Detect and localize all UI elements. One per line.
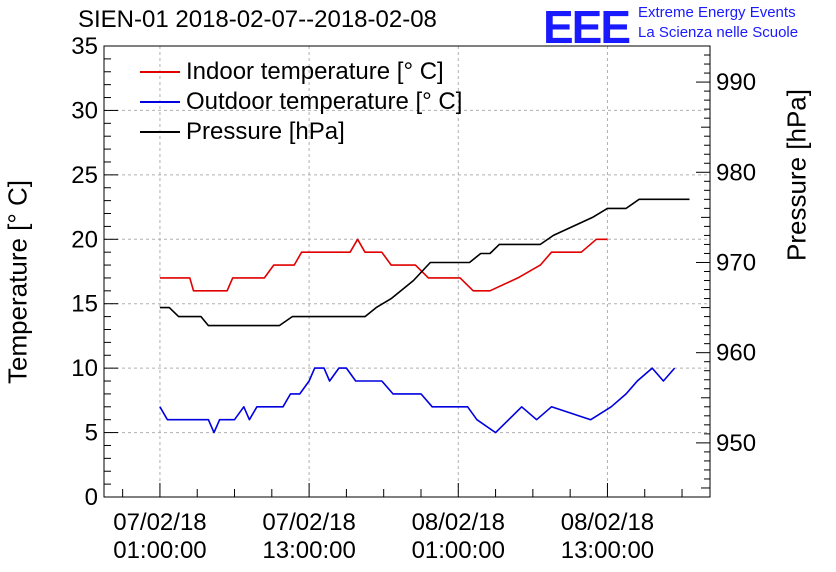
legend-entry-indoor: Indoor temperature [° C] — [140, 58, 444, 86]
x-tick-label-time: 01:00:00 — [113, 537, 206, 564]
y-tick-label: 10 — [71, 355, 98, 382]
y-axis-title-right: Pressure [hPa] — [781, 89, 812, 261]
legend-entry-pressure: Pressure [hPa] — [140, 118, 345, 146]
x-tick-label-time: 13:00:00 — [561, 537, 654, 564]
y2-tick-label: 970 — [716, 249, 756, 276]
y-tick-label: 5 — [85, 420, 98, 447]
x-tick-label-date: 08/02/18 — [412, 509, 505, 536]
y-tick-label: 15 — [71, 291, 98, 318]
legend-entry-outdoor: Outdoor temperature [° C] — [140, 88, 462, 116]
legend-label-indoor: Indoor temperature [° C] — [186, 58, 444, 85]
chart-title: SIEN-01 2018-02-07--2018-02-08 — [78, 6, 437, 33]
legend-swatch-indoor — [140, 71, 180, 73]
series-line-1 — [159, 367, 676, 434]
series-line-2 — [159, 198, 690, 327]
series-line-0 — [159, 238, 608, 292]
x-tick-label-date: 07/02/18 — [262, 509, 355, 536]
y2-tick-label: 960 — [716, 340, 756, 367]
y-axis-title-left: Temperature [° C] — [2, 179, 33, 385]
y-tick-label: 25 — [71, 162, 98, 189]
legend-label-outdoor: Outdoor temperature [° C] — [186, 88, 463, 115]
y2-tick-label: 980 — [716, 159, 756, 186]
x-tick-label-date: 08/02/18 — [561, 509, 654, 536]
y-tick-label: 0 — [85, 484, 98, 511]
logo-caption-line1: Extreme Energy Events — [638, 4, 796, 21]
legend-swatch-pressure — [140, 131, 180, 133]
legend-label-pressure: Pressure [hPa] — [186, 118, 345, 145]
logo-caption-line2: La Scienza nelle Scuole — [638, 24, 799, 41]
y-tick-label: 35 — [71, 33, 98, 60]
y2-tick-label: 950 — [716, 430, 756, 457]
y-tick-label: 30 — [71, 97, 98, 124]
x-tick-label-time: 01:00:00 — [412, 537, 505, 564]
x-tick-label-time: 13:00:00 — [262, 537, 355, 564]
y2-tick-label: 990 — [716, 69, 756, 96]
x-tick-label-date: 07/02/18 — [113, 509, 206, 536]
y-tick-label: 20 — [71, 226, 98, 253]
legend-swatch-outdoor — [140, 101, 180, 103]
eee-logo: EEE — [543, 1, 631, 53]
